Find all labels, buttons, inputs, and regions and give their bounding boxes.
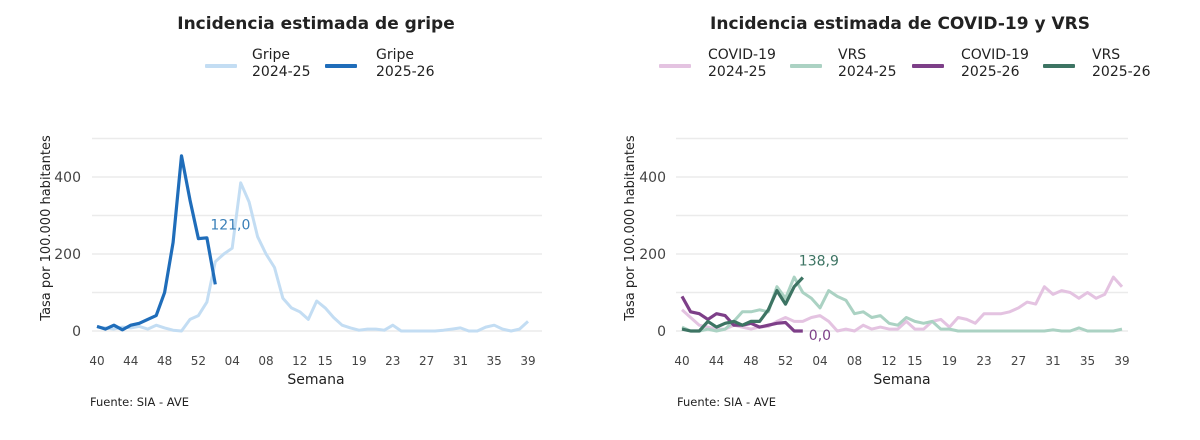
series-line-gripe-2025-26 [96, 154, 217, 332]
x-tick-label: 19 [351, 354, 366, 368]
legend-swatch-gripe-2025-26 [325, 64, 357, 68]
x-tick-label: 04 [812, 354, 827, 368]
legend-label: VRS [1092, 47, 1121, 63]
x-axis-label-gripe: Semana [287, 372, 344, 388]
x-tick-label: 08 [847, 354, 862, 368]
legend-label: 2025-26 [376, 64, 435, 80]
x-tick-label: 19 [942, 354, 957, 368]
legend-swatch-vrs-2024-25 [790, 64, 822, 68]
legend-item-covid-2025-26: COVID-19 2025-26 [961, 47, 1029, 81]
y-tick-label: 0 [657, 324, 666, 340]
x-tick-label: 40 [674, 354, 689, 368]
legend-label: 2024-25 [838, 64, 897, 80]
legend-label: 2024-25 [252, 64, 311, 80]
x-tick-label: 40 [89, 354, 104, 368]
x-tick-label: 31 [453, 354, 468, 368]
series-line-gripe-2024-25 [96, 181, 530, 333]
y-tick-label: 200 [54, 247, 81, 263]
data-label-covid-19-2025-26: 0,0 [809, 328, 831, 344]
x-tick-label: 52 [778, 354, 793, 368]
legend-label: COVID-19 [961, 47, 1029, 63]
x-tick-label: 08 [258, 354, 273, 368]
legend-label: 2025-26 [1092, 64, 1151, 80]
data-label-gripe-2025-26: 121,0 [210, 217, 250, 233]
x-axis-label-covid-vrs: Semana [873, 372, 930, 388]
x-tick-label: 04 [225, 354, 240, 368]
x-tick-label: 44 [123, 354, 138, 368]
y-tick-label: 0 [72, 324, 81, 340]
series-line-covid-19-2024-25 [680, 275, 1124, 333]
x-tick-label: 27 [419, 354, 434, 368]
x-tick-label: 52 [191, 354, 206, 368]
legend-item-vrs-2025-26: VRS 2025-26 [1092, 47, 1151, 81]
y-axis-label-covid-vrs: Tasa por 100.000 habitantes [623, 135, 638, 322]
legend-swatch-covid-2025-26 [912, 64, 944, 68]
x-tick-label: 35 [487, 354, 502, 368]
legend-label: Gripe [376, 47, 414, 63]
legend-label: COVID-19 [708, 47, 776, 63]
legend-label: Gripe [252, 47, 290, 63]
chart-title-covid-vrs: Incidencia estimada de COVID-19 y VRS [710, 14, 1090, 34]
series-line-vrs-2025-26 [681, 276, 804, 333]
x-tick-label: 39 [1114, 354, 1129, 368]
x-tick-label: 35 [1080, 354, 1095, 368]
legend-item-gripe-2024-25: Gripe 2024-25 [252, 47, 311, 81]
source-note-covid-vrs: Fuente: SIA - AVE [677, 395, 777, 409]
legend-swatch-gripe-2024-25 [205, 64, 237, 68]
y-axis-label-gripe: Tasa por 100.000 habitantes [39, 135, 54, 322]
legend-swatch-vrs-2025-26 [1043, 64, 1075, 68]
x-tick-label: 12 [292, 354, 307, 368]
x-tick-label: 23 [976, 354, 991, 368]
legend-label: VRS [838, 47, 867, 63]
data-label-vrs-2025-26: 138,9 [799, 254, 839, 270]
legend-item-vrs-2024-25: VRS 2024-25 [838, 47, 897, 81]
legend-label: 2024-25 [708, 64, 767, 80]
y-tick-label: 200 [639, 247, 666, 263]
y-tick-label: 400 [54, 170, 81, 186]
x-tick-label: 15 [318, 354, 333, 368]
legend-item-gripe-2025-26: Gripe 2025-26 [376, 47, 435, 81]
series-line-vrs-2024-25 [681, 275, 1123, 333]
x-tick-label: 39 [520, 354, 535, 368]
legend-label: 2025-26 [961, 64, 1020, 80]
x-tick-label: 23 [385, 354, 400, 368]
legend-swatch-covid-2024-25 [659, 64, 691, 68]
y-tick-label: 400 [639, 170, 666, 186]
chart-title-gripe: Incidencia estimada de gripe [177, 14, 455, 34]
x-tick-label: 15 [907, 354, 922, 368]
x-tick-label: 48 [743, 354, 758, 368]
x-tick-label: 27 [1011, 354, 1026, 368]
x-tick-label: 12 [881, 354, 896, 368]
legend-item-covid-2024-25: COVID-19 2024-25 [708, 47, 776, 81]
source-note-gripe: Fuente: SIA - AVE [90, 395, 190, 409]
x-tick-label: 48 [157, 354, 172, 368]
x-tick-label: 44 [709, 354, 724, 368]
x-tick-label: 31 [1045, 354, 1060, 368]
